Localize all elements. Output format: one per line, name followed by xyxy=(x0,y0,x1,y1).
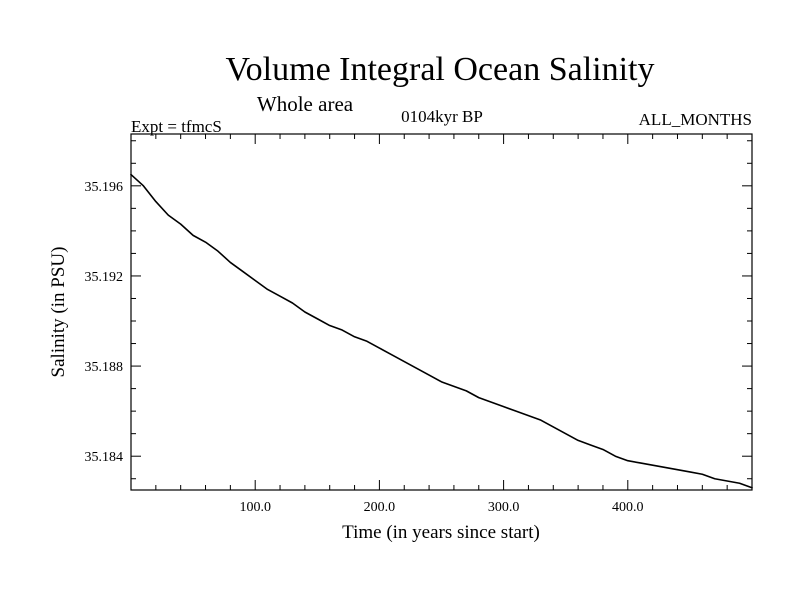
chart-subtitle: Whole area xyxy=(257,92,354,116)
x-axis-ticks: 100.0 200.0 300.0 400.0 xyxy=(239,134,644,515)
y-axis-label: Salinity (in PSU) xyxy=(48,247,69,378)
y-tick-label: 35.188 xyxy=(85,360,124,375)
x-axis-label: Time (in years since start) xyxy=(342,522,540,543)
y-tick-label: 35.184 xyxy=(85,450,124,465)
x-tick-label: 100.0 xyxy=(239,500,271,515)
chart-title: Volume Integral Ocean Salinity xyxy=(226,51,655,88)
x-tick-label: 200.0 xyxy=(364,500,396,515)
months-label: ALL_MONTHS xyxy=(639,110,752,129)
salinity-series-line xyxy=(130,173,753,489)
y-axis-ticks: 35.184 35.188 35.192 35.196 xyxy=(85,180,752,465)
plot-frame xyxy=(130,133,753,491)
y-tick-label: 35.196 xyxy=(85,180,124,195)
experiment-label: Expt = tfmcS xyxy=(131,117,222,136)
y-tick-label: 35.192 xyxy=(85,270,124,285)
x-tick-label: 300.0 xyxy=(488,500,520,515)
period-label: 0104kyr BP xyxy=(401,107,483,126)
minor-ticks xyxy=(131,134,752,490)
x-tick-label: 400.0 xyxy=(612,500,644,515)
